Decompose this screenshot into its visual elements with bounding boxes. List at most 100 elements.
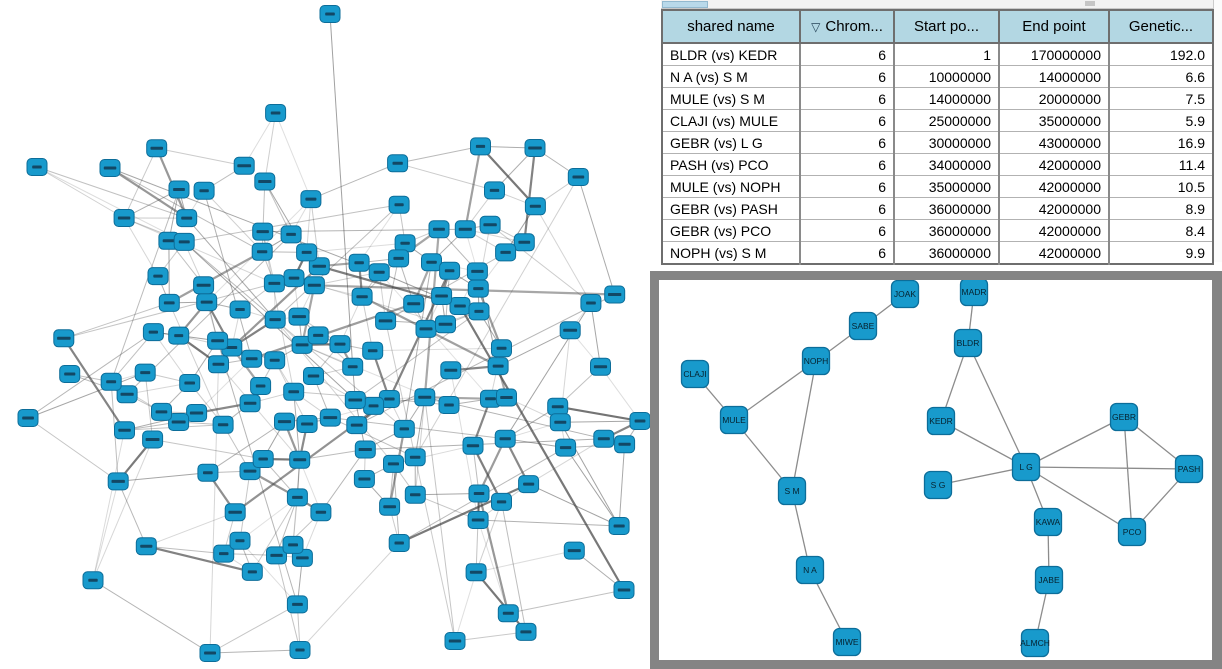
network-node[interactable]	[53, 329, 75, 348]
network-node[interactable]	[229, 300, 251, 319]
network-node[interactable]	[613, 581, 635, 599]
cell-end-point[interactable]: 42000000	[999, 219, 1110, 242]
node-jabe[interactable]: JABE	[1034, 565, 1064, 595]
network-node[interactable]	[241, 562, 263, 581]
column-header-chrom[interactable]: ▽ Chrom...	[800, 10, 895, 44]
edge-l-g-pco[interactable]	[1025, 466, 1133, 533]
network-node[interactable]	[307, 326, 329, 345]
node-claji[interactable]: CLAJI	[680, 359, 710, 389]
network-node[interactable]	[59, 365, 81, 383]
network-node[interactable]	[344, 391, 366, 409]
network-node[interactable]	[348, 253, 370, 272]
network-node[interactable]	[468, 302, 490, 321]
cell-end-point[interactable]: 20000000	[999, 87, 1110, 110]
node-almch[interactable]: ALMCH	[1020, 628, 1050, 658]
network-node[interactable]	[444, 632, 466, 650]
network-node[interactable]	[296, 243, 318, 262]
table-row[interactable]: GEBR (vs) PCO 6 36000000 42000000 8.4	[662, 219, 1213, 242]
network-node[interactable]	[435, 315, 456, 334]
cell-genetic[interactable]: 5.9	[1109, 109, 1213, 132]
network-node[interactable]	[224, 503, 246, 522]
network-node[interactable]	[142, 323, 164, 342]
network-node[interactable]	[193, 181, 215, 200]
node-n-a[interactable]: N A	[795, 555, 825, 585]
network-node[interactable]	[513, 233, 535, 252]
table-horizontal-scrollbar[interactable]	[661, 0, 1214, 9]
cell-shared-name[interactable]: GEBR (vs) PCO	[662, 219, 801, 242]
network-node[interactable]	[629, 412, 650, 430]
node-kedr[interactable]: KEDR	[926, 406, 956, 436]
cell-end-point[interactable]: 170000000	[999, 43, 1110, 66]
column-header-genetic[interactable]: Genetic...	[1109, 10, 1213, 44]
network-node[interactable]	[368, 263, 390, 282]
network-node[interactable]	[387, 154, 409, 173]
filter-icon[interactable]: ▽	[811, 20, 821, 34]
table-row[interactable]: GEBR (vs) L G 6 30000000 43000000 16.9	[662, 131, 1213, 154]
node-s-m[interactable]: S M	[777, 476, 807, 506]
network-node[interactable]	[388, 195, 410, 214]
network-node[interactable]	[168, 326, 190, 345]
network-node[interactable]	[403, 294, 425, 313]
network-node[interactable]	[354, 440, 376, 459]
network-node[interactable]	[479, 215, 501, 234]
cell-start-po[interactable]: 10000000	[894, 65, 1000, 88]
network-node[interactable]	[265, 104, 287, 122]
network-node[interactable]	[250, 377, 272, 395]
network-node[interactable]	[414, 388, 436, 407]
network-node[interactable]	[454, 220, 476, 239]
node-s-g[interactable]: S G	[923, 470, 953, 500]
node-sabe[interactable]: SABE	[848, 311, 878, 341]
cell-start-po[interactable]: 30000000	[894, 131, 1000, 154]
cell-start-po[interactable]: 36000000	[894, 197, 1000, 220]
network-node[interactable]	[487, 357, 509, 376]
network-node[interactable]	[363, 396, 385, 415]
network-node[interactable]	[468, 484, 490, 503]
network-node[interactable]	[484, 181, 505, 200]
network-node[interactable]	[208, 355, 229, 374]
network-node[interactable]	[283, 269, 305, 288]
network-node[interactable]	[449, 297, 471, 315]
column-header-end-point[interactable]: End point	[999, 10, 1110, 44]
network-node[interactable]	[393, 419, 415, 438]
network-node[interactable]	[383, 454, 404, 473]
cell-chrom[interactable]: 6	[800, 65, 895, 88]
network-node[interactable]	[199, 644, 221, 662]
network-node[interactable]	[300, 190, 322, 209]
network-node[interactable]	[375, 311, 397, 330]
network-node[interactable]	[438, 396, 460, 414]
cell-genetic[interactable]: 9.9	[1109, 241, 1213, 265]
cell-start-po[interactable]: 1	[894, 43, 1000, 66]
table-row[interactable]: CLAJI (vs) MULE 6 25000000 35000000 5.9	[662, 109, 1213, 132]
network-node[interactable]	[319, 5, 341, 23]
network-node[interactable]	[465, 563, 487, 582]
network-node[interactable]	[604, 285, 626, 304]
cell-end-point[interactable]: 42000000	[999, 175, 1110, 198]
node-miwe[interactable]: MIWE	[832, 627, 862, 657]
cell-genetic[interactable]: 16.9	[1109, 131, 1213, 154]
table-row[interactable]: PASH (vs) PCO 6 34000000 42000000 11.4	[662, 153, 1213, 176]
network-node[interactable]	[114, 421, 135, 440]
cell-start-po[interactable]: 34000000	[894, 153, 1000, 176]
edge-s-g-l-g[interactable]	[937, 466, 1027, 486]
network-node[interactable]	[491, 492, 512, 511]
network-node[interactable]	[491, 339, 512, 358]
cell-genetic[interactable]: 192.0	[1109, 43, 1213, 66]
network-node[interactable]	[286, 595, 308, 614]
network-node[interactable]	[362, 341, 384, 360]
network-node[interactable]	[213, 544, 235, 563]
cell-genetic[interactable]: 8.4	[1109, 219, 1213, 242]
network-node[interactable]	[524, 197, 546, 216]
cell-end-point[interactable]: 42000000	[999, 153, 1110, 176]
table-row[interactable]: NOPH (vs) S M 6 36000000 42000000 9.9	[662, 241, 1213, 265]
network-node[interactable]	[26, 158, 48, 176]
network-node[interactable]	[303, 367, 324, 385]
network-node[interactable]	[197, 463, 219, 482]
network-node[interactable]	[353, 470, 375, 488]
cell-shared-name[interactable]: PASH (vs) PCO	[662, 153, 801, 176]
network-node[interactable]	[547, 397, 569, 416]
network-node[interactable]	[252, 450, 274, 468]
cell-shared-name[interactable]: CLAJI (vs) MULE	[662, 109, 801, 132]
cell-end-point[interactable]: 14000000	[999, 65, 1110, 88]
network-node[interactable]	[518, 475, 540, 494]
node-pash[interactable]: PASH	[1174, 454, 1204, 484]
